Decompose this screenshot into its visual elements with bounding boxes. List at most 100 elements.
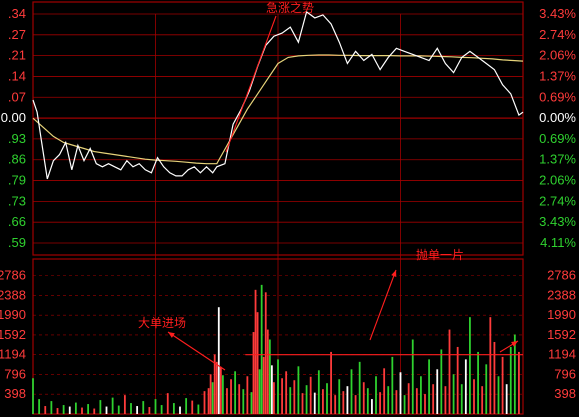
volume-bar	[277, 359, 279, 414]
volume-bar	[215, 361, 218, 414]
volume-tick-label: 796	[554, 366, 576, 381]
volume-tick-label: 1592	[0, 327, 26, 342]
volume-bar	[358, 361, 361, 414]
volume-bar	[497, 376, 500, 414]
volume-bar	[440, 349, 443, 414]
volume-bar	[266, 329, 269, 414]
volume-bar	[399, 372, 402, 414]
volume-bar	[217, 307, 220, 414]
volume-bar	[213, 354, 216, 414]
volume-tick-label: 398	[554, 386, 576, 401]
percent-tick-label: 0.69%	[539, 89, 576, 104]
volume-bar	[354, 395, 357, 414]
volume-bar	[250, 392, 253, 414]
rally-trend-line	[225, 15, 277, 153]
volume-bar	[383, 368, 386, 414]
price-tick-label: .66	[8, 214, 26, 229]
volume-bar	[56, 408, 59, 414]
volume-bar	[256, 312, 259, 414]
volume-bar	[238, 384, 241, 414]
volume-bar	[456, 346, 459, 414]
right-percent-axis: 3.43% 2.74% 2.06% 1.37% 0.69% 0.00% 0.69% 1.37%…	[539, 6, 576, 250]
volume-bar	[258, 369, 261, 414]
volume-bar	[322, 389, 324, 414]
volume-bar	[117, 405, 120, 414]
volume-bar	[111, 397, 114, 414]
price-tick-label: .86	[8, 152, 26, 167]
left-price-axis: .34 .27 .21 .14 .07 0.00 .93 .86 .79 .73 .66 .59	[1, 6, 26, 250]
volume-bar	[50, 401, 53, 414]
dump-side-arrow-head	[511, 341, 518, 347]
price-tick-label: .07	[8, 89, 26, 104]
percent-tick-label: 1.37%	[539, 68, 576, 83]
volume-bar	[436, 369, 439, 414]
left-volume-axis: 2786 2388 1990 1592 1194 796 398	[0, 268, 26, 402]
volume-bar	[297, 366, 300, 414]
volume-tick-label: 2786	[0, 268, 26, 283]
volume-bar	[350, 369, 353, 414]
volume-bar	[264, 292, 267, 414]
volume-bar	[93, 408, 96, 414]
price-panel-frame	[32, 1, 524, 256]
volume-bar	[448, 329, 451, 414]
volume-bar	[172, 403, 175, 414]
price-tick-label: .34	[8, 6, 26, 21]
volume-bar	[313, 392, 316, 414]
volume-bar	[391, 356, 394, 414]
volume-bar	[185, 398, 188, 414]
volume-bar	[395, 390, 398, 414]
volume-bar	[317, 370, 320, 414]
percent-tick-label: 2.06%	[539, 173, 576, 188]
volume-tick-label: 1990	[547, 307, 576, 322]
volume-bar	[477, 351, 479, 414]
volume-bar	[105, 406, 108, 414]
volume-bar	[191, 400, 194, 414]
volume-bar	[289, 387, 292, 414]
big-buy-arrow-head	[168, 332, 175, 338]
volume-bar	[211, 382, 214, 414]
percent-tick-label: 1.37%	[539, 152, 576, 167]
volume-bar	[38, 399, 41, 414]
volume-bar	[207, 388, 210, 414]
volume-bar	[485, 364, 488, 414]
volume-bar	[87, 404, 90, 414]
volume-bar	[407, 383, 410, 414]
big-buy-annotation-text: 大单进场	[138, 316, 186, 330]
volume-bar	[428, 359, 430, 414]
volume-bar	[32, 378, 34, 414]
volume-bar	[166, 393, 169, 414]
volume-bar	[219, 366, 222, 414]
volume-bar	[509, 346, 512, 414]
volume-bar	[513, 334, 516, 414]
volume-bar	[469, 317, 471, 414]
price-tick-label: .59	[8, 235, 26, 250]
volume-bar	[260, 284, 263, 414]
volume-bar	[44, 406, 47, 414]
volume-bar	[160, 405, 163, 414]
percent-tick-label: 0.00%	[539, 110, 576, 125]
volume-bar	[246, 376, 249, 414]
volume-tick-label: 398	[4, 386, 26, 401]
volume-bar	[234, 371, 237, 414]
percent-tick-label: 4.11%	[540, 235, 576, 250]
volume-bar	[424, 394, 426, 414]
volume-bar	[518, 351, 520, 414]
volume-bar	[444, 386, 447, 414]
volume-bar	[460, 384, 463, 414]
volume-bar	[203, 391, 206, 414]
volume-bar	[293, 380, 296, 414]
volume-bar	[415, 388, 418, 414]
volume-bar	[452, 374, 455, 414]
volume-bar	[74, 402, 77, 414]
volume-bar	[420, 376, 422, 414]
price-tick-label: .27	[8, 27, 26, 42]
percent-tick-label: 2.74%	[539, 27, 576, 42]
volume-bar	[505, 384, 508, 414]
volume-bar	[262, 356, 265, 414]
percent-tick-label: 3.43%	[539, 6, 576, 21]
volume-bar	[346, 386, 349, 414]
volume-panel	[32, 284, 523, 414]
price-tick-label: .79	[8, 173, 26, 188]
